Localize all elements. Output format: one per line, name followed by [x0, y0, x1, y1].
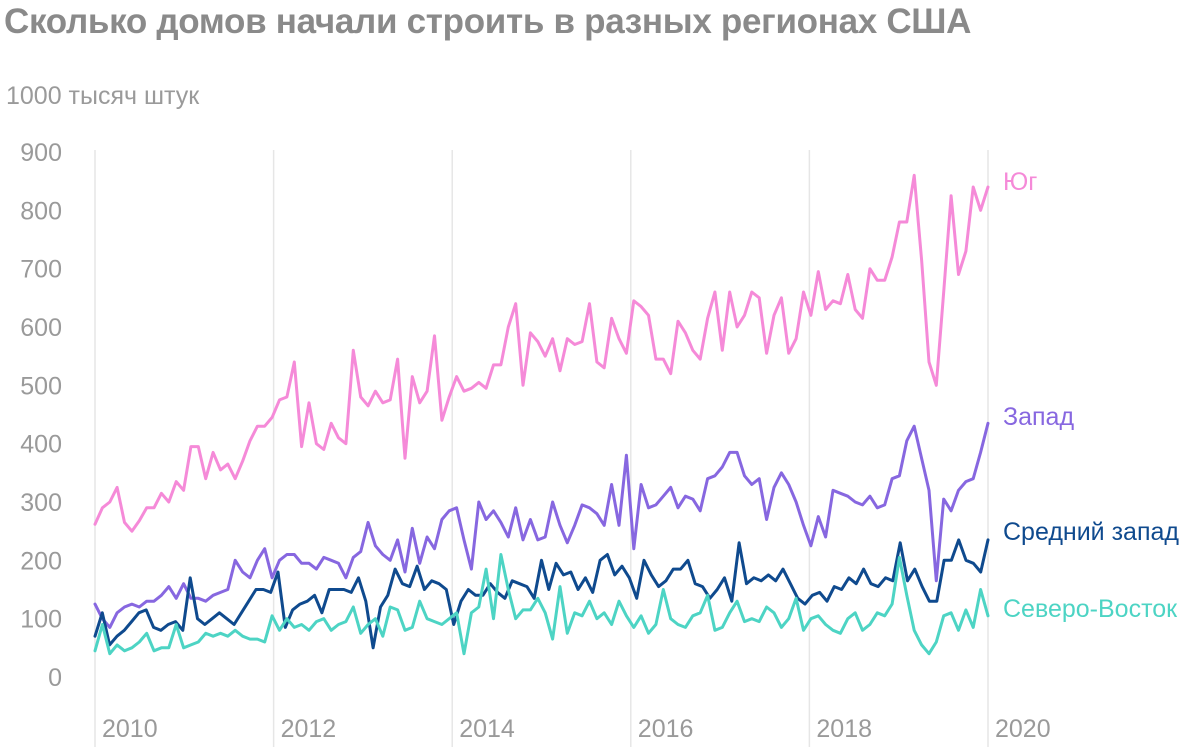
series-label-0: Юг — [1003, 168, 1037, 196]
series-line-2 — [93, 538, 990, 650]
y-tick-label: 400 — [20, 431, 62, 459]
y-axis: 0 100 200 300 400 500 600 700 800 900 — [20, 139, 62, 692]
chart-title: Сколько домов начали строить в разных ре… — [4, 2, 972, 41]
y-tick-label: 900 — [20, 139, 62, 167]
x-tick-label: 2014 — [459, 715, 515, 743]
series-line-3 — [93, 553, 990, 656]
y-tick-label: 700 — [20, 256, 62, 284]
series-labels: Юг Запад Средний запад Северо-Восток — [1003, 168, 1179, 623]
x-tick-label: 2020 — [995, 715, 1051, 743]
series-label-2: Средний запад — [1003, 518, 1179, 546]
grid-layer — [94, 150, 989, 747]
x-axis: 2010 2012 2014 2016 2018 2020 — [102, 715, 1051, 743]
series-label-3: Северо-Восток — [1003, 595, 1178, 623]
y-tick-label: 100 — [20, 606, 62, 634]
series-layer — [93, 173, 990, 656]
y-tick-label: 600 — [20, 314, 62, 342]
y-tick-label: 500 — [20, 372, 62, 400]
y-tick-label: 800 — [20, 197, 62, 225]
y-tick-label: 0 — [48, 664, 62, 692]
x-tick-label: 2012 — [281, 715, 337, 743]
y-tick-label: 300 — [20, 489, 62, 517]
x-tick-label: 2010 — [102, 715, 158, 743]
y-tick-label: 200 — [20, 547, 62, 575]
series-line-1 — [93, 421, 990, 629]
series-line-0 — [93, 173, 990, 533]
x-tick-label: 2018 — [816, 715, 872, 743]
y-axis-unit-label: 1000 тысяч штук — [6, 82, 200, 110]
series-label-1: Запад — [1003, 403, 1074, 431]
x-tick-label: 2016 — [638, 715, 694, 743]
